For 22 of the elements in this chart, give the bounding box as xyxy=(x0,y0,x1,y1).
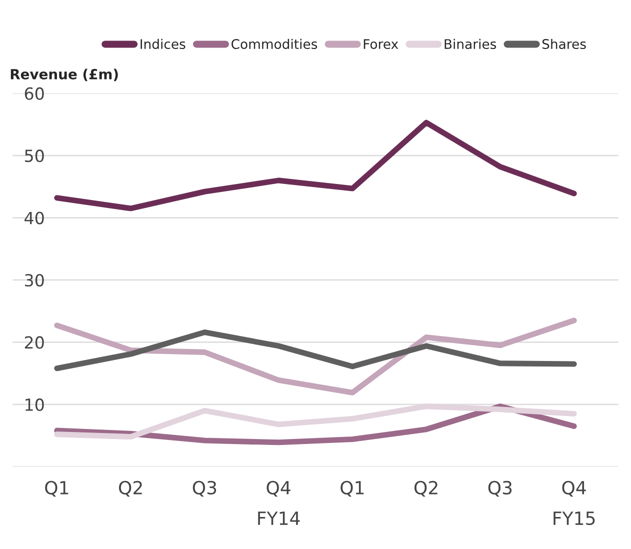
x-tick-label: Q2 xyxy=(118,480,142,497)
y-tick-label: 60 xyxy=(24,87,44,100)
x-tick-label: Q4 xyxy=(562,480,586,497)
text: FY15 xyxy=(554,512,595,526)
x-tick-label: Q4 xyxy=(266,480,290,497)
y-tick-label: 40 xyxy=(24,212,44,224)
y-tick-label: 50 xyxy=(25,150,44,162)
legend-label: Indices xyxy=(140,38,186,50)
y-tick-label: 30 xyxy=(25,274,44,287)
text: FY14 xyxy=(258,512,300,525)
x-tick-label: Q1 xyxy=(340,480,364,497)
x-tick-label: Q3 xyxy=(488,480,512,497)
x-tick-label: Q3 xyxy=(192,480,216,497)
legend-label: Forex xyxy=(364,39,398,50)
x-tick-label: Q2 xyxy=(414,480,438,497)
y-axis-title: Revenue (£m) xyxy=(10,68,118,82)
y-tick-label: 20 xyxy=(24,336,44,349)
x-tick-label: Q1 xyxy=(45,480,68,497)
y-tick-label: 10 xyxy=(26,398,44,411)
legend-label: Commodities xyxy=(232,38,318,50)
legend-label: Shares xyxy=(542,38,586,50)
legend-label: Binaries xyxy=(444,38,496,50)
